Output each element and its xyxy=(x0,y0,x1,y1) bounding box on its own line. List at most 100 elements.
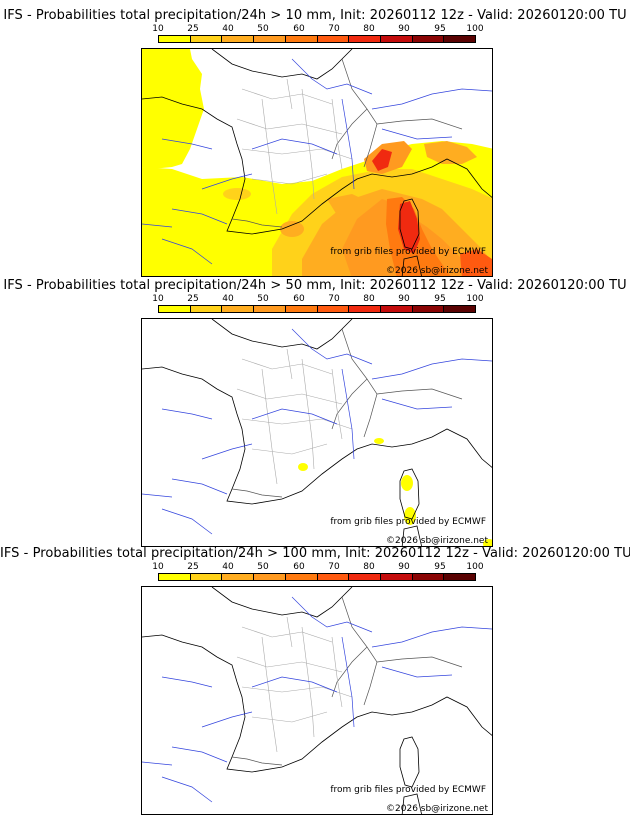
coastline-north xyxy=(211,587,353,618)
color-scale-labels: 10 25 40 50 60 70 80 90 95 100 xyxy=(148,24,493,36)
sardinia xyxy=(401,255,422,276)
scale-swatch xyxy=(221,306,254,312)
precip-probability-fill xyxy=(142,49,492,276)
scale-label: 40 xyxy=(222,562,234,572)
map-canvas xyxy=(142,319,492,546)
map-panel-50mm: IFS - Probabilities total precipitation/… xyxy=(0,270,630,547)
scale-label: 80 xyxy=(363,294,375,304)
map-panel-100mm: IFS - Probabilities total precipitation/… xyxy=(0,538,630,815)
scale-swatch xyxy=(253,574,285,580)
scale-swatch xyxy=(253,306,285,312)
scale-swatch xyxy=(316,36,349,42)
panel-title: IFS - Probabilities total precipitation/… xyxy=(3,278,627,293)
country-borders xyxy=(231,328,463,498)
scale-label: 10 xyxy=(152,294,164,304)
scale-swatch xyxy=(284,574,317,580)
scale-swatch xyxy=(159,306,190,312)
scale-swatch xyxy=(348,574,380,580)
scale-swatch xyxy=(348,36,380,42)
scale-label: 70 xyxy=(328,294,340,304)
panel-title: IFS - Probabilities total precipitation/… xyxy=(3,8,627,23)
probability-map: from grib files provided by ECMWF ©2026 … xyxy=(141,318,493,547)
scale-swatch xyxy=(443,306,476,312)
sardinia xyxy=(401,525,422,546)
coastline-north xyxy=(211,319,353,350)
scale-swatch xyxy=(189,306,222,312)
coastline-north xyxy=(211,49,353,80)
scale-label: 95 xyxy=(434,294,446,304)
scale-swatch xyxy=(221,574,254,580)
scale-label: 50 xyxy=(257,24,269,34)
scale-label: 80 xyxy=(363,562,375,572)
color-scale-labels: 10 25 40 50 60 70 80 90 95 100 xyxy=(148,562,493,574)
scale-label: 25 xyxy=(187,562,199,572)
corsica xyxy=(399,736,420,788)
scale-swatch xyxy=(284,36,317,42)
scale-label: 100 xyxy=(466,294,484,304)
credit-source: from grib files provided by ECMWF xyxy=(330,247,486,257)
scale-swatch xyxy=(316,306,349,312)
scale-label: 40 xyxy=(222,24,234,34)
scale-swatch xyxy=(443,574,476,580)
coastline xyxy=(142,366,492,505)
scale-label: 50 xyxy=(257,294,269,304)
rivers xyxy=(142,328,492,535)
admin-boundaries xyxy=(236,348,353,485)
map-canvas xyxy=(142,587,492,814)
color-scale-labels: 10 25 40 50 60 70 80 90 95 100 xyxy=(148,294,493,306)
scale-label: 100 xyxy=(466,24,484,34)
precip-probability-fill xyxy=(298,438,492,546)
scale-label: 10 xyxy=(152,562,164,572)
panel-title: IFS - Probabilities total precipitation/… xyxy=(0,546,630,561)
color-scale-bar xyxy=(158,35,476,43)
coastline xyxy=(142,96,492,235)
admin-boundaries xyxy=(236,616,353,753)
credit-source: from grib files provided by ECMWF xyxy=(330,785,486,795)
map-panel-10mm: IFS - Probabilities total precipitation/… xyxy=(0,0,630,277)
scale-label: 90 xyxy=(398,562,410,572)
scale-label: 70 xyxy=(328,24,340,34)
scale-label: 100 xyxy=(466,562,484,572)
scale-swatch xyxy=(379,574,412,580)
credit-source: from grib files provided by ECMWF xyxy=(330,517,486,527)
color-scale-bar xyxy=(158,305,476,313)
scale-swatch xyxy=(189,574,222,580)
scale-label: 90 xyxy=(398,24,410,34)
color-scale-bar xyxy=(158,573,476,581)
scale-label: 95 xyxy=(434,24,446,34)
rivers xyxy=(142,596,492,803)
probability-map: from grib files provided by ECMWF ©2026 … xyxy=(141,48,493,277)
credit-copyright: ©2026 sb@irizone.net xyxy=(386,266,488,276)
scale-label: 90 xyxy=(398,294,410,304)
scale-label: 70 xyxy=(328,562,340,572)
scale-label: 10 xyxy=(152,24,164,34)
scale-swatch xyxy=(379,36,412,42)
scale-swatch xyxy=(159,36,190,42)
country-borders xyxy=(231,58,463,228)
scale-swatch xyxy=(379,306,412,312)
corsica xyxy=(399,198,420,250)
sardinia xyxy=(401,793,422,814)
scale-label: 50 xyxy=(257,562,269,572)
probability-map: from grib files provided by ECMWF ©2026 … xyxy=(141,586,493,815)
scale-label: 40 xyxy=(222,294,234,304)
scale-label: 60 xyxy=(293,24,305,34)
scale-swatch xyxy=(316,574,349,580)
scale-label: 25 xyxy=(187,294,199,304)
scale-swatch xyxy=(189,36,222,42)
scale-label: 95 xyxy=(434,562,446,572)
scale-swatch xyxy=(159,574,190,580)
scale-swatch xyxy=(348,306,380,312)
scale-swatch xyxy=(411,36,444,42)
scale-label: 80 xyxy=(363,24,375,34)
scale-swatch xyxy=(411,306,444,312)
scale-label: 25 xyxy=(187,24,199,34)
admin-boundaries xyxy=(236,78,353,215)
scale-swatch xyxy=(221,36,254,42)
scale-swatch xyxy=(411,574,444,580)
scale-swatch xyxy=(443,36,476,42)
scale-label: 60 xyxy=(293,562,305,572)
corsica xyxy=(399,468,420,520)
credit-copyright: ©2026 sb@irizone.net xyxy=(386,804,488,814)
map-canvas xyxy=(142,49,492,276)
